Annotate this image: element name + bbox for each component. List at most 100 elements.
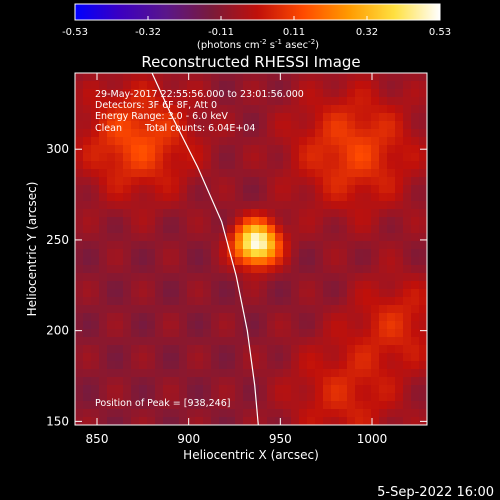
heatmap-cell (419, 217, 427, 226)
heatmap-cell (179, 241, 188, 250)
heatmap-cell (187, 201, 196, 210)
heatmap-cell (123, 385, 132, 394)
heatmap-cell (107, 193, 116, 202)
heatmap-cell (283, 153, 292, 162)
heatmap-cell (107, 305, 116, 314)
heatmap-cell (331, 393, 340, 402)
heatmap-cell (107, 297, 116, 306)
heatmap-cell (387, 329, 396, 338)
heatmap-cell (115, 137, 124, 146)
heatmap-cell (363, 89, 372, 98)
heatmap-cell (323, 73, 332, 82)
heatmap-cell (195, 185, 204, 194)
heatmap-cell (99, 145, 108, 154)
heatmap-cell (171, 297, 180, 306)
heatmap-cell (147, 321, 156, 330)
heatmap-cell (171, 385, 180, 394)
heatmap-cell (123, 209, 132, 218)
heatmap-cell (371, 409, 380, 418)
heatmap-cell (227, 369, 236, 378)
heatmap-cell (131, 185, 140, 194)
heatmap-cell (155, 233, 164, 242)
heatmap-cell (403, 161, 412, 170)
heatmap-cell (219, 329, 228, 338)
heatmap-cell (123, 369, 132, 378)
heatmap-cell (235, 201, 244, 210)
heatmap-cell (195, 345, 204, 354)
heatmap-cell (147, 257, 156, 266)
heatmap-cell (371, 417, 380, 425)
heatmap-cell (379, 153, 388, 162)
heatmap-cell (411, 209, 420, 218)
heatmap-cell (283, 329, 292, 338)
heatmap-cell (387, 377, 396, 386)
heatmap-cell (283, 145, 292, 154)
heatmap-cell (315, 73, 324, 82)
heatmap-cell (355, 345, 364, 354)
heatmap-cell (299, 225, 308, 234)
heatmap-cell (355, 177, 364, 186)
heatmap-cell (195, 321, 204, 330)
heatmap-cell (403, 129, 412, 138)
heatmap-cell (187, 321, 196, 330)
heatmap-cell (411, 145, 420, 154)
heatmap-cell (259, 137, 268, 146)
heatmap-cell (195, 257, 204, 266)
heatmap-cell (339, 81, 348, 90)
heatmap-cell (355, 169, 364, 178)
heatmap-cell (275, 361, 284, 370)
heatmap-cell (363, 137, 372, 146)
heatmap-cell (371, 401, 380, 410)
heatmap-cell (419, 361, 427, 370)
heatmap-cell (131, 369, 140, 378)
heatmap-cell (283, 345, 292, 354)
heatmap-cell (339, 193, 348, 202)
heatmap-cell (299, 145, 308, 154)
heatmap-cell (267, 329, 276, 338)
annotation-method: Clean (95, 123, 122, 134)
heatmap-cell (139, 249, 148, 258)
heatmap-cell (371, 313, 380, 322)
heatmap-cell (139, 393, 148, 402)
heatmap-cell (411, 201, 420, 210)
heatmap-cell (131, 297, 140, 306)
heatmap-cell (411, 337, 420, 346)
heatmap-cell (99, 217, 108, 226)
heatmap-cell (147, 353, 156, 362)
heatmap-cell (179, 401, 188, 410)
heatmap-cell (155, 361, 164, 370)
heatmap-cell (395, 145, 404, 154)
heatmap-cell (163, 289, 172, 298)
heatmap-cell (243, 145, 252, 154)
heatmap-cell (123, 321, 132, 330)
heatmap-cell (115, 153, 124, 162)
heatmap-cell (395, 209, 404, 218)
heatmap-cell (387, 313, 396, 322)
heatmap-cell (203, 137, 212, 146)
heatmap-cell (251, 177, 260, 186)
heatmap-cell (419, 209, 427, 218)
heatmap-cell (403, 209, 412, 218)
heatmap-cell (187, 369, 196, 378)
heatmap-cell (187, 129, 196, 138)
y-axis-label: Heliocentric Y (arcsec) (25, 182, 39, 317)
heatmap-cell (363, 225, 372, 234)
heatmap-cell (355, 281, 364, 290)
heatmap-cell (371, 81, 380, 90)
heatmap-cell (155, 209, 164, 218)
heatmap-cell (227, 409, 236, 418)
heatmap-cell (411, 113, 420, 122)
heatmap-cell (147, 81, 156, 90)
heatmap-cell (331, 113, 340, 122)
heatmap-cell (251, 169, 260, 178)
heatmap-cell (403, 145, 412, 154)
heatmap-cell (91, 153, 100, 162)
heatmap-cell (363, 209, 372, 218)
heatmap-cell (155, 105, 164, 114)
heatmap-cell (371, 305, 380, 314)
heatmap-cell (131, 281, 140, 290)
heatmap-cell (123, 361, 132, 370)
heatmap-cell (211, 97, 220, 106)
heatmap-cell (331, 289, 340, 298)
heatmap-cell (107, 257, 116, 266)
